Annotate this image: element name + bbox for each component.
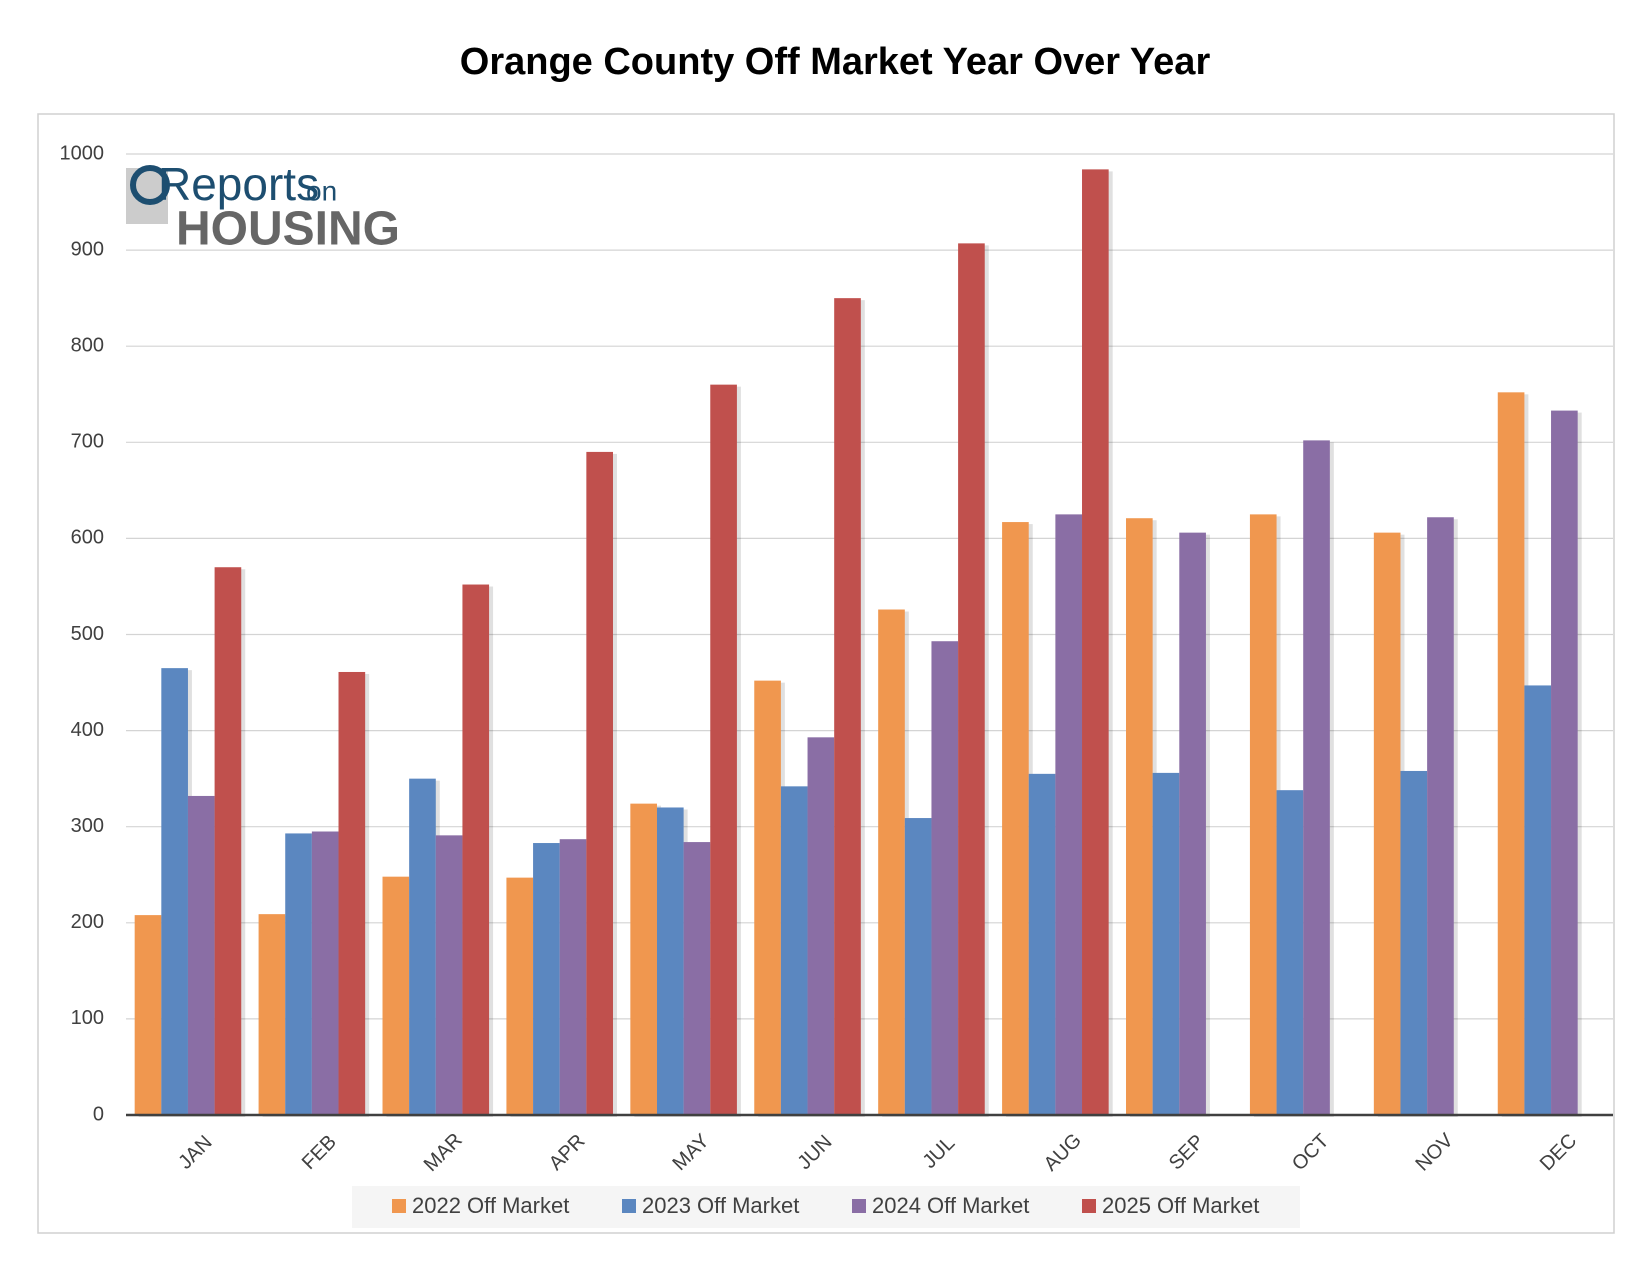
bar <box>382 876 410 1115</box>
bar <box>807 737 835 1115</box>
bar <box>214 567 242 1115</box>
bar <box>630 803 657 1115</box>
bar <box>931 641 959 1115</box>
bar <box>656 807 684 1115</box>
legend-label: 2025 Off Market <box>1102 1193 1259 1218</box>
bar <box>683 842 711 1115</box>
logo-text: on <box>306 175 337 206</box>
bar <box>1427 517 1454 1115</box>
legend: 2022 Off Market 2023 Off Market 2024 Off M… <box>352 1186 1300 1228</box>
bar <box>409 778 436 1115</box>
logo-text: HOUSING <box>176 203 400 256</box>
bar <box>904 818 932 1115</box>
bar <box>1126 518 1153 1115</box>
legend-swatch <box>1082 1199 1096 1213</box>
y-tick-label: 700 <box>71 431 104 453</box>
bar <box>1551 410 1578 1115</box>
legend-label: 2022 Off Market <box>412 1193 569 1218</box>
bar <box>533 843 560 1115</box>
bar <box>161 668 188 1115</box>
logo-text: Reports <box>158 158 319 210</box>
bar <box>754 680 781 1115</box>
bar <box>187 795 215 1115</box>
logo: Reports on HOUSING <box>126 158 400 256</box>
y-tick-label: 200 <box>71 911 104 933</box>
bar <box>311 831 339 1115</box>
legend-swatch <box>392 1199 406 1213</box>
y-tick-label: 300 <box>71 815 104 837</box>
y-tick-label: 1000 <box>60 142 105 164</box>
bar <box>878 609 905 1115</box>
bar <box>1055 514 1083 1115</box>
bar <box>1002 522 1029 1115</box>
y-tick-label: 500 <box>71 623 104 645</box>
bar <box>285 833 312 1115</box>
chart-title: Orange County Off Market Year Over Year <box>460 41 1211 83</box>
bar <box>1082 169 1109 1116</box>
y-tick-label: 800 <box>71 334 104 356</box>
bar <box>1152 772 1180 1115</box>
y-tick-label: 600 <box>71 527 104 549</box>
legend-label: 2024 Off Market <box>872 1193 1029 1218</box>
bar <box>462 584 490 1115</box>
bar <box>1179 532 1206 1115</box>
bar <box>258 914 286 1115</box>
y-tick-label: 0 <box>93 1103 104 1125</box>
y-tick-label: 400 <box>71 719 104 741</box>
legend-label: 2023 Off Market <box>642 1193 799 1218</box>
bar <box>1028 773 1056 1115</box>
bar <box>1373 532 1401 1115</box>
bar <box>338 671 366 1115</box>
logo-ring <box>130 165 170 205</box>
bar <box>710 384 737 1115</box>
bar <box>1276 790 1304 1115</box>
bar <box>435 835 463 1115</box>
bar <box>1524 685 1552 1115</box>
legend-swatch <box>622 1199 636 1213</box>
bar <box>780 786 808 1115</box>
y-tick-label: 900 <box>71 238 104 260</box>
bar <box>134 915 162 1115</box>
legend-box <box>352 1186 1300 1228</box>
legend-swatch <box>852 1199 866 1213</box>
bar <box>559 839 587 1115</box>
bar <box>586 451 613 1115</box>
bar <box>1303 440 1330 1115</box>
bar <box>1400 770 1428 1115</box>
bar <box>506 877 534 1115</box>
bar <box>1497 392 1525 1115</box>
bar <box>958 243 985 1116</box>
bar <box>834 298 861 1115</box>
bar <box>1249 514 1277 1115</box>
y-tick-label: 100 <box>71 1007 104 1029</box>
